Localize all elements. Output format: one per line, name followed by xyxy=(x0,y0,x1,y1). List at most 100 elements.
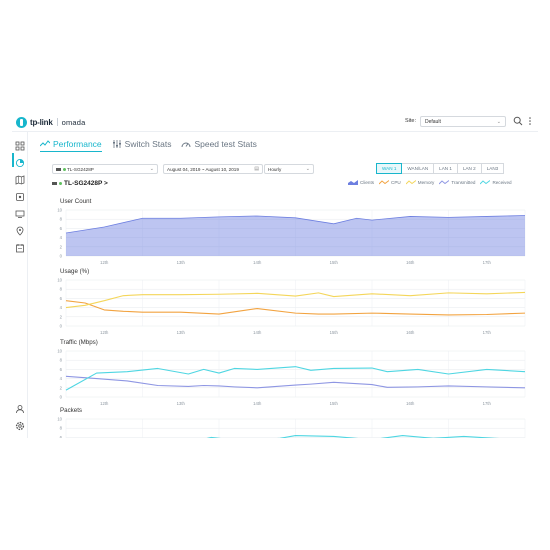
y-tick-label: 10 xyxy=(57,208,62,213)
left-navigation-rail xyxy=(12,132,28,438)
clients-icon[interactable] xyxy=(15,206,25,218)
port-tab-lan2[interactable]: LAN 2 xyxy=(456,163,482,174)
y-tick-label: 0 xyxy=(60,254,63,259)
y-tick-label: 4 xyxy=(60,235,63,240)
interval-select-value: Hourly xyxy=(268,167,282,172)
series-line-clients xyxy=(65,215,526,234)
top-bar: tp-link omada Site: Default ⌄ xyxy=(12,112,538,132)
legend-label: Memory xyxy=(417,180,435,185)
online-status-dot xyxy=(59,182,62,185)
packets-chart-title: Packets xyxy=(60,407,83,414)
search-icon[interactable] xyxy=(513,116,523,126)
y-tick-label: 6 xyxy=(60,296,63,301)
y-tick-label: 10 xyxy=(57,417,62,422)
site-label: Site: xyxy=(405,118,417,124)
y-tick-label: 2 xyxy=(60,244,63,249)
traffic-chart: 0 2 4 6 8 10 12th 13th 14th 15th 16th 17th xyxy=(57,349,526,406)
x-tick-label: 14th xyxy=(253,260,262,265)
series-line-transmitted xyxy=(65,375,526,389)
port-tab-lan1[interactable]: LAN 1 xyxy=(433,163,458,174)
x-tick-label: 17th xyxy=(483,401,492,406)
series-line-memory xyxy=(65,291,526,309)
performance-chart-icon xyxy=(40,139,50,146)
x-tick-label: 15th xyxy=(330,401,339,406)
date-range-picker[interactable]: August 04, 2019 ~ August 10, 2019 ▤ xyxy=(163,164,263,174)
user-count-chart: 0 2 4 6 8 10 12th 13th 14th 15th 16th 17th xyxy=(57,208,526,265)
chevron-down-icon: ⌄ xyxy=(496,119,501,125)
line-series-icon xyxy=(379,180,390,185)
account-icon[interactable] xyxy=(15,401,25,414)
tab-switch-stats[interactable]: Switch Stats xyxy=(112,136,172,152)
x-tick-label: 16th xyxy=(406,330,415,335)
y-tick-label: 6 xyxy=(60,367,63,372)
insight-icon[interactable] xyxy=(15,223,25,236)
legend-label: Transmitted xyxy=(451,180,476,185)
date-range-value: August 04, 2019 ~ August 10, 2019 xyxy=(167,167,239,172)
x-tick-label: 17th xyxy=(483,330,492,335)
x-tick-label: 15th xyxy=(330,260,339,265)
tab-performance[interactable]: Performance xyxy=(40,136,102,152)
y-tick-label: 8 xyxy=(60,426,63,431)
port-tab-wan-lan[interactable]: WAN/LAN xyxy=(401,163,435,174)
statistics-icon[interactable] xyxy=(12,153,25,168)
map-icon[interactable] xyxy=(15,172,25,185)
series-area-clients xyxy=(66,215,525,256)
y-tick-label: 0 xyxy=(60,395,63,400)
y-tick-label: 6 xyxy=(60,226,63,231)
interval-select[interactable]: Hourly ⌄ xyxy=(264,164,314,174)
legend-item-cpu[interactable]: CPU xyxy=(379,180,401,185)
logs-icon[interactable] xyxy=(15,240,25,253)
site-select-value: Default xyxy=(425,119,441,125)
dashboard-icon[interactable] xyxy=(15,138,25,151)
device-title-link[interactable]: TL-SG2428P > xyxy=(52,180,108,187)
app-window: tp-link omada Site: Default ⌄ xyxy=(12,112,538,438)
more-vertical-icon[interactable] xyxy=(527,116,533,126)
y-tick-label: 8 xyxy=(60,217,63,222)
y-tick-label: 8 xyxy=(60,287,63,292)
legend-label: Clients xyxy=(360,180,375,185)
tp-link-logo-mark-icon xyxy=(16,116,27,128)
device-title-text: TL-SG2428P > xyxy=(64,180,108,187)
y-tick-label: 10 xyxy=(57,278,62,283)
y-tick-label: 2 xyxy=(60,314,63,319)
y-tick-label: 10 xyxy=(57,349,62,354)
device-select-value: TL-SG2428P xyxy=(67,167,94,172)
legend-item-clients[interactable]: Clients xyxy=(348,180,374,185)
tp-link-omada-logo[interactable]: tp-link omada xyxy=(16,116,86,128)
tab-switch-stats-label: Switch Stats xyxy=(124,139,172,149)
calendar-icon: ▤ xyxy=(254,166,259,172)
tab-speed-test-stats-label: Speed test Stats xyxy=(194,139,257,149)
device-select[interactable]: TL-SG2428P ⌄ xyxy=(52,164,158,174)
switch-device-icon xyxy=(52,182,57,185)
traffic-chart-title: Traffic (Mbps) xyxy=(60,339,98,346)
line-series-icon xyxy=(480,180,491,185)
x-tick-label: 12th xyxy=(100,260,109,265)
legend-item-transmitted[interactable]: Transmitted xyxy=(439,180,475,185)
x-tick-label: 14th xyxy=(253,401,262,406)
user-count-chart-title: User Count xyxy=(60,198,92,205)
tab-speed-test-stats[interactable]: Speed test Stats xyxy=(181,136,257,152)
devices-icon[interactable] xyxy=(15,189,25,201)
series-line-cpu xyxy=(65,300,526,316)
y-tick-label: 2 xyxy=(60,385,63,390)
port-tab-lan3[interactable]: LAN3 xyxy=(480,163,505,174)
switch-device-icon xyxy=(56,168,61,171)
legend-label: Received xyxy=(492,180,512,185)
port-tab-wan1[interactable]: WAN 1 xyxy=(376,163,403,174)
area-series-icon xyxy=(348,180,358,185)
site-select[interactable]: Default ⌄ xyxy=(420,116,506,127)
logo-divider xyxy=(56,118,58,126)
logo-product-text: omada xyxy=(61,117,86,127)
switch-stats-icon xyxy=(112,140,121,148)
y-tick-label: 4 xyxy=(60,305,63,310)
legend-item-received[interactable]: Received xyxy=(480,180,512,185)
legend-item-memory[interactable]: Memory xyxy=(405,180,435,185)
x-tick-label: 16th xyxy=(406,260,415,265)
chevron-down-icon: ⌄ xyxy=(305,166,310,172)
y-tick-label: 0 xyxy=(60,324,63,329)
settings-gear-icon[interactable] xyxy=(15,418,25,431)
x-tick-label: 12th xyxy=(100,401,109,406)
x-tick-label: 12th xyxy=(100,330,109,335)
series-line-received xyxy=(65,366,526,391)
